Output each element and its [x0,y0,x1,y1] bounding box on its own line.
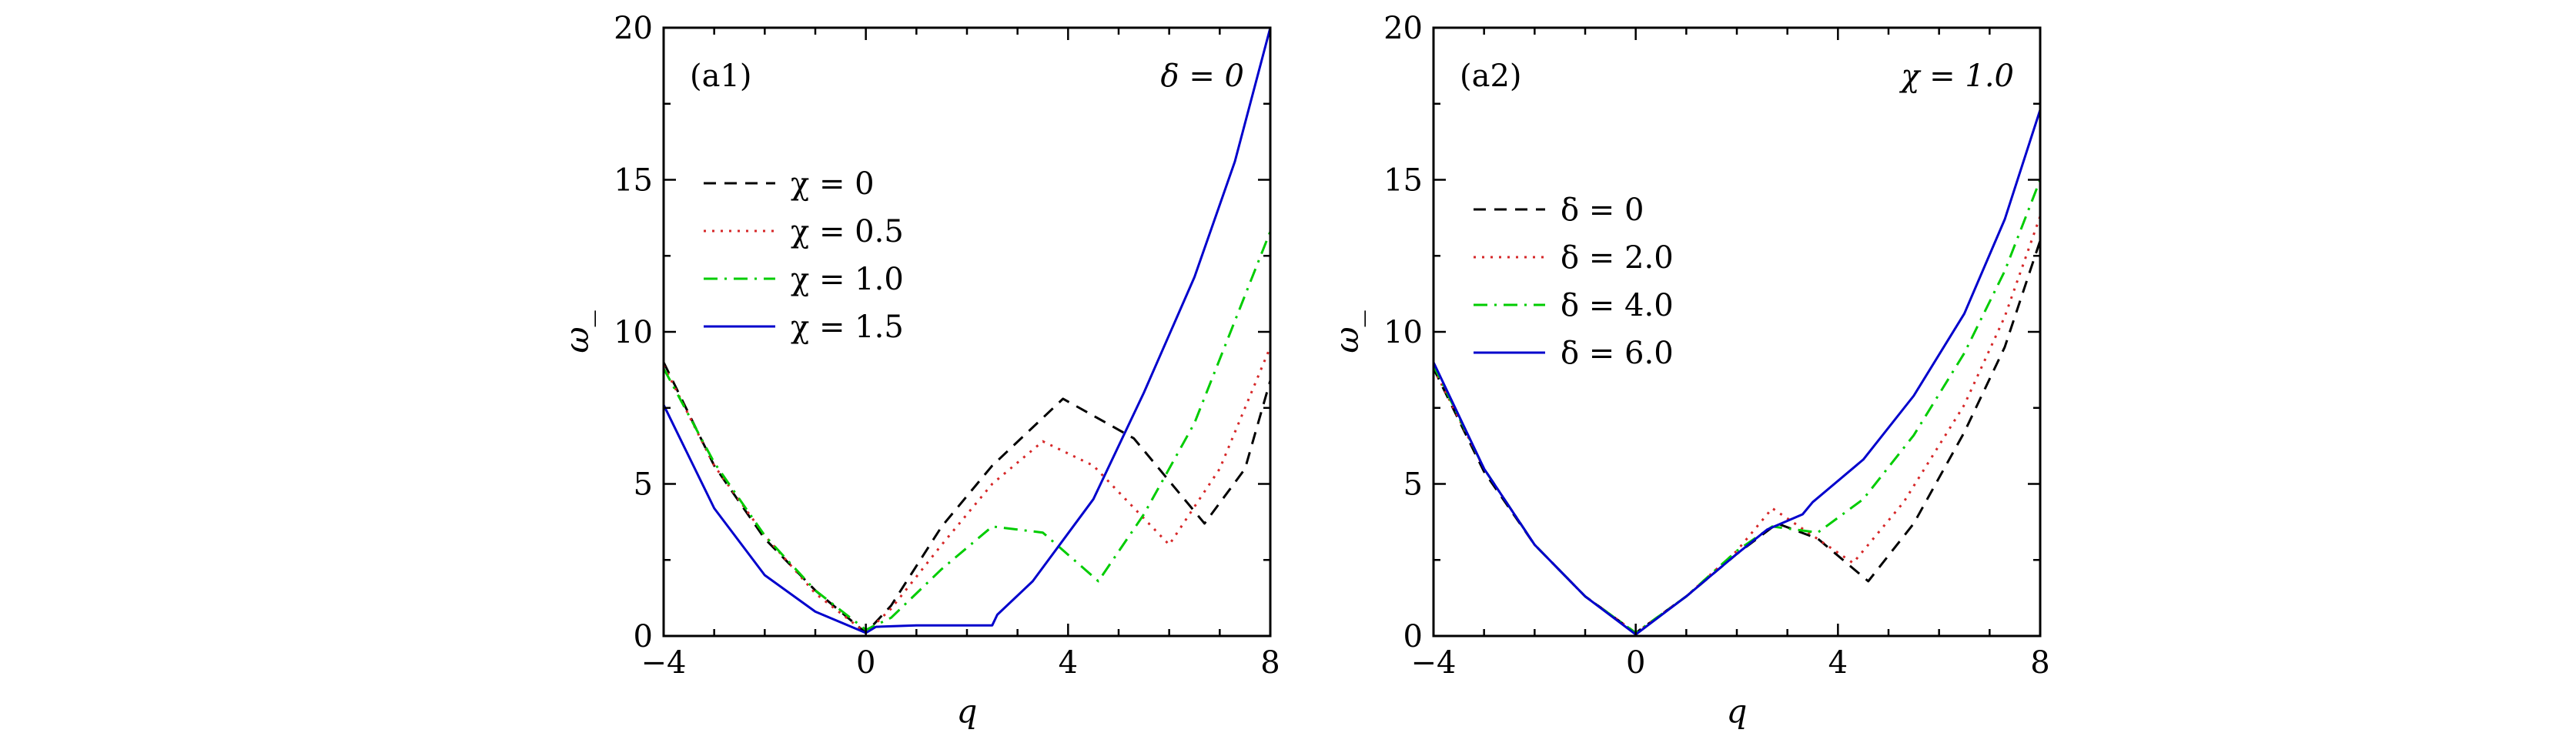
series-line [664,28,1270,634]
y-axis-label: ω_ [558,310,596,353]
x-tick-label: 0 [856,645,875,681]
y-tick-label: 0 [634,619,653,654]
legend-entry: δ = 0 [1561,192,1644,228]
y-tick-label: 15 [1383,163,1423,199]
series-line [664,361,1270,634]
legend-entry: χ = 1.0 [791,262,904,297]
x-axis-label: q [1727,692,1748,730]
x-tick-label: −4 [1411,645,1457,681]
plot-series-group [1434,109,2040,636]
legend-entry: χ = 0.5 [791,214,904,249]
series-line [1434,240,2040,634]
x-tick-label: 0 [1626,645,1645,681]
y-tick-label: 10 [614,315,653,350]
x-axis-label: q [957,692,978,730]
y-axis-label: ω_ [1328,310,1366,353]
parameter-annotation: δ = 0 [1161,59,1244,94]
series-line [1434,216,2040,634]
series-line [664,346,1270,634]
y-tick-label: 5 [634,467,653,503]
x-tick-label: 4 [1828,645,1848,681]
legend: χ = 0 χ = 0.5 χ = 1.0 χ = 1.5 [704,166,904,345]
x-tick-label: −4 [641,645,687,681]
parameter-annotation: χ = 1.0 [1899,59,2014,94]
y-tick-label: 5 [1403,467,1423,503]
x-tick-label: 4 [1059,645,1078,681]
legend-entry: χ = 1.5 [791,310,904,345]
plot-series-group [664,28,1270,634]
y-tick-label: 20 [1383,11,1423,46]
legend: δ = 0 δ = 2.0 δ = 4.0 δ = 6.0 [1474,192,1674,371]
legend-entry: χ = 0 [791,166,875,202]
tick-marks [662,26,1272,638]
panel-label: (a1) [690,59,752,94]
plot-frame [1432,26,2042,638]
panel-label: (a2) [1460,59,1522,94]
legend-entry: δ = 6.0 [1561,336,1674,371]
series-line [1434,179,2040,634]
tick-marks [1432,26,2042,638]
y-tick-label: 0 [1403,619,1423,654]
x-tick-label: 8 [2030,645,2049,681]
plot-frame [662,26,1272,638]
legend-entry: δ = 4.0 [1561,288,1674,323]
legend-entry: δ = 2.0 [1561,240,1674,276]
x-tick-label: 8 [1260,645,1280,681]
y-tick-label: 20 [614,11,653,46]
series-line [1434,109,2040,636]
y-tick-label: 15 [614,163,653,199]
series-line [664,231,1270,631]
y-tick-label: 10 [1383,315,1423,350]
